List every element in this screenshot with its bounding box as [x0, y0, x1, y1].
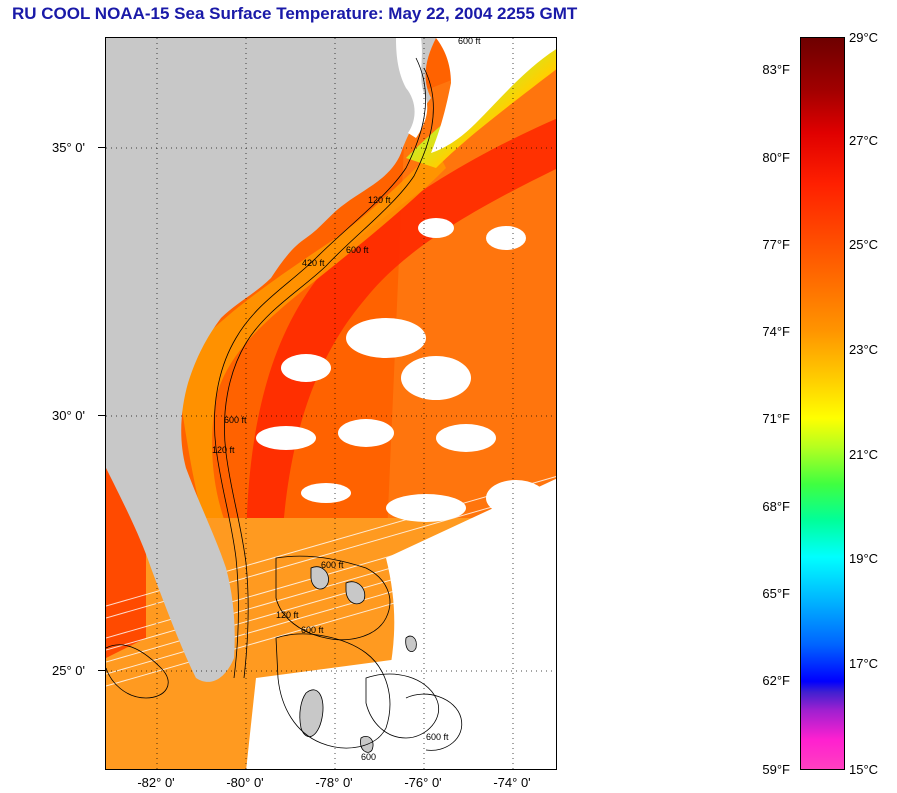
isobath-label: 600 — [361, 752, 376, 762]
colorbar-c-label: 25°C — [849, 237, 879, 252]
temperature-colorbar — [800, 37, 845, 770]
cloud-patches — [256, 218, 546, 522]
colorbar-c-label: 23°C — [849, 342, 879, 357]
isobath-label: 120 ft — [212, 445, 235, 455]
colorbar-c-label: 29°C — [849, 30, 879, 45]
colorbar-c-label: 19°C — [849, 551, 879, 566]
lon-label-80: -80° 0' — [226, 775, 264, 790]
isobath-label: 600 ft — [346, 245, 369, 255]
cloud-south — [246, 658, 426, 769]
colorbar-c-label: 17°C — [849, 656, 879, 671]
isobath-label: 120 ft — [368, 195, 391, 205]
lat-label-25: 25° 0' — [52, 663, 85, 678]
colorbar-c-label: 15°C — [849, 762, 879, 777]
colorbar-f-label: 65°F — [762, 586, 790, 601]
colorbar-f-label: 62°F — [762, 673, 790, 688]
colorbar-c-label: 27°C — [849, 133, 879, 148]
graticule — [106, 38, 556, 769]
land-outer-banks — [396, 38, 428, 138]
lon-label-74: -74° 0' — [493, 775, 531, 790]
lon-label-82: -82° 0' — [137, 775, 175, 790]
lat-label-35: 35° 0' — [52, 140, 85, 155]
map-title: RU COOL NOAA-15 Sea Surface Temperature:… — [12, 4, 578, 23]
colorbar-f-label: 59°F — [762, 762, 790, 777]
sst-map-graphic: 600 ft 120 ft 600 ft 420 ft 600 ft 120 f… — [106, 38, 556, 769]
colorbar-f-label: 83°F — [762, 62, 790, 77]
bahamas — [299, 566, 417, 753]
cloud-southeast — [366, 478, 556, 769]
colorbar-c-label: 21°C — [849, 447, 879, 462]
north-cloud — [431, 38, 556, 153]
isobath-label: 600 ft — [426, 732, 449, 742]
colorbar-f-label: 74°F — [762, 324, 790, 339]
isobath-label: 600 ft — [224, 415, 247, 425]
lat-tick — [98, 147, 105, 148]
lon-label-78: -78° 0' — [315, 775, 353, 790]
isobath-label: 120 ft — [276, 610, 299, 620]
colorbar-f-label: 71°F — [762, 411, 790, 426]
land-mainland — [106, 38, 436, 682]
isobaths — [106, 57, 463, 751]
lat-tick — [98, 670, 105, 671]
isobath-label: 600 ft — [301, 625, 324, 635]
lat-tick — [98, 415, 105, 416]
isobath-label: 600 ft — [458, 38, 481, 46]
colorbar-f-label: 80°F — [762, 150, 790, 165]
sst-map[interactable]: 600 ft 120 ft 600 ft 420 ft 600 ft 120 f… — [105, 37, 557, 770]
lat-label-30: 30° 0' — [52, 408, 85, 423]
colorbar-f-label: 68°F — [762, 499, 790, 514]
colorbar-f-label: 77°F — [762, 237, 790, 252]
isobath-label: 420 ft — [302, 258, 325, 268]
lon-label-76: -76° 0' — [404, 775, 442, 790]
isobath-label: 600 ft — [321, 560, 344, 570]
